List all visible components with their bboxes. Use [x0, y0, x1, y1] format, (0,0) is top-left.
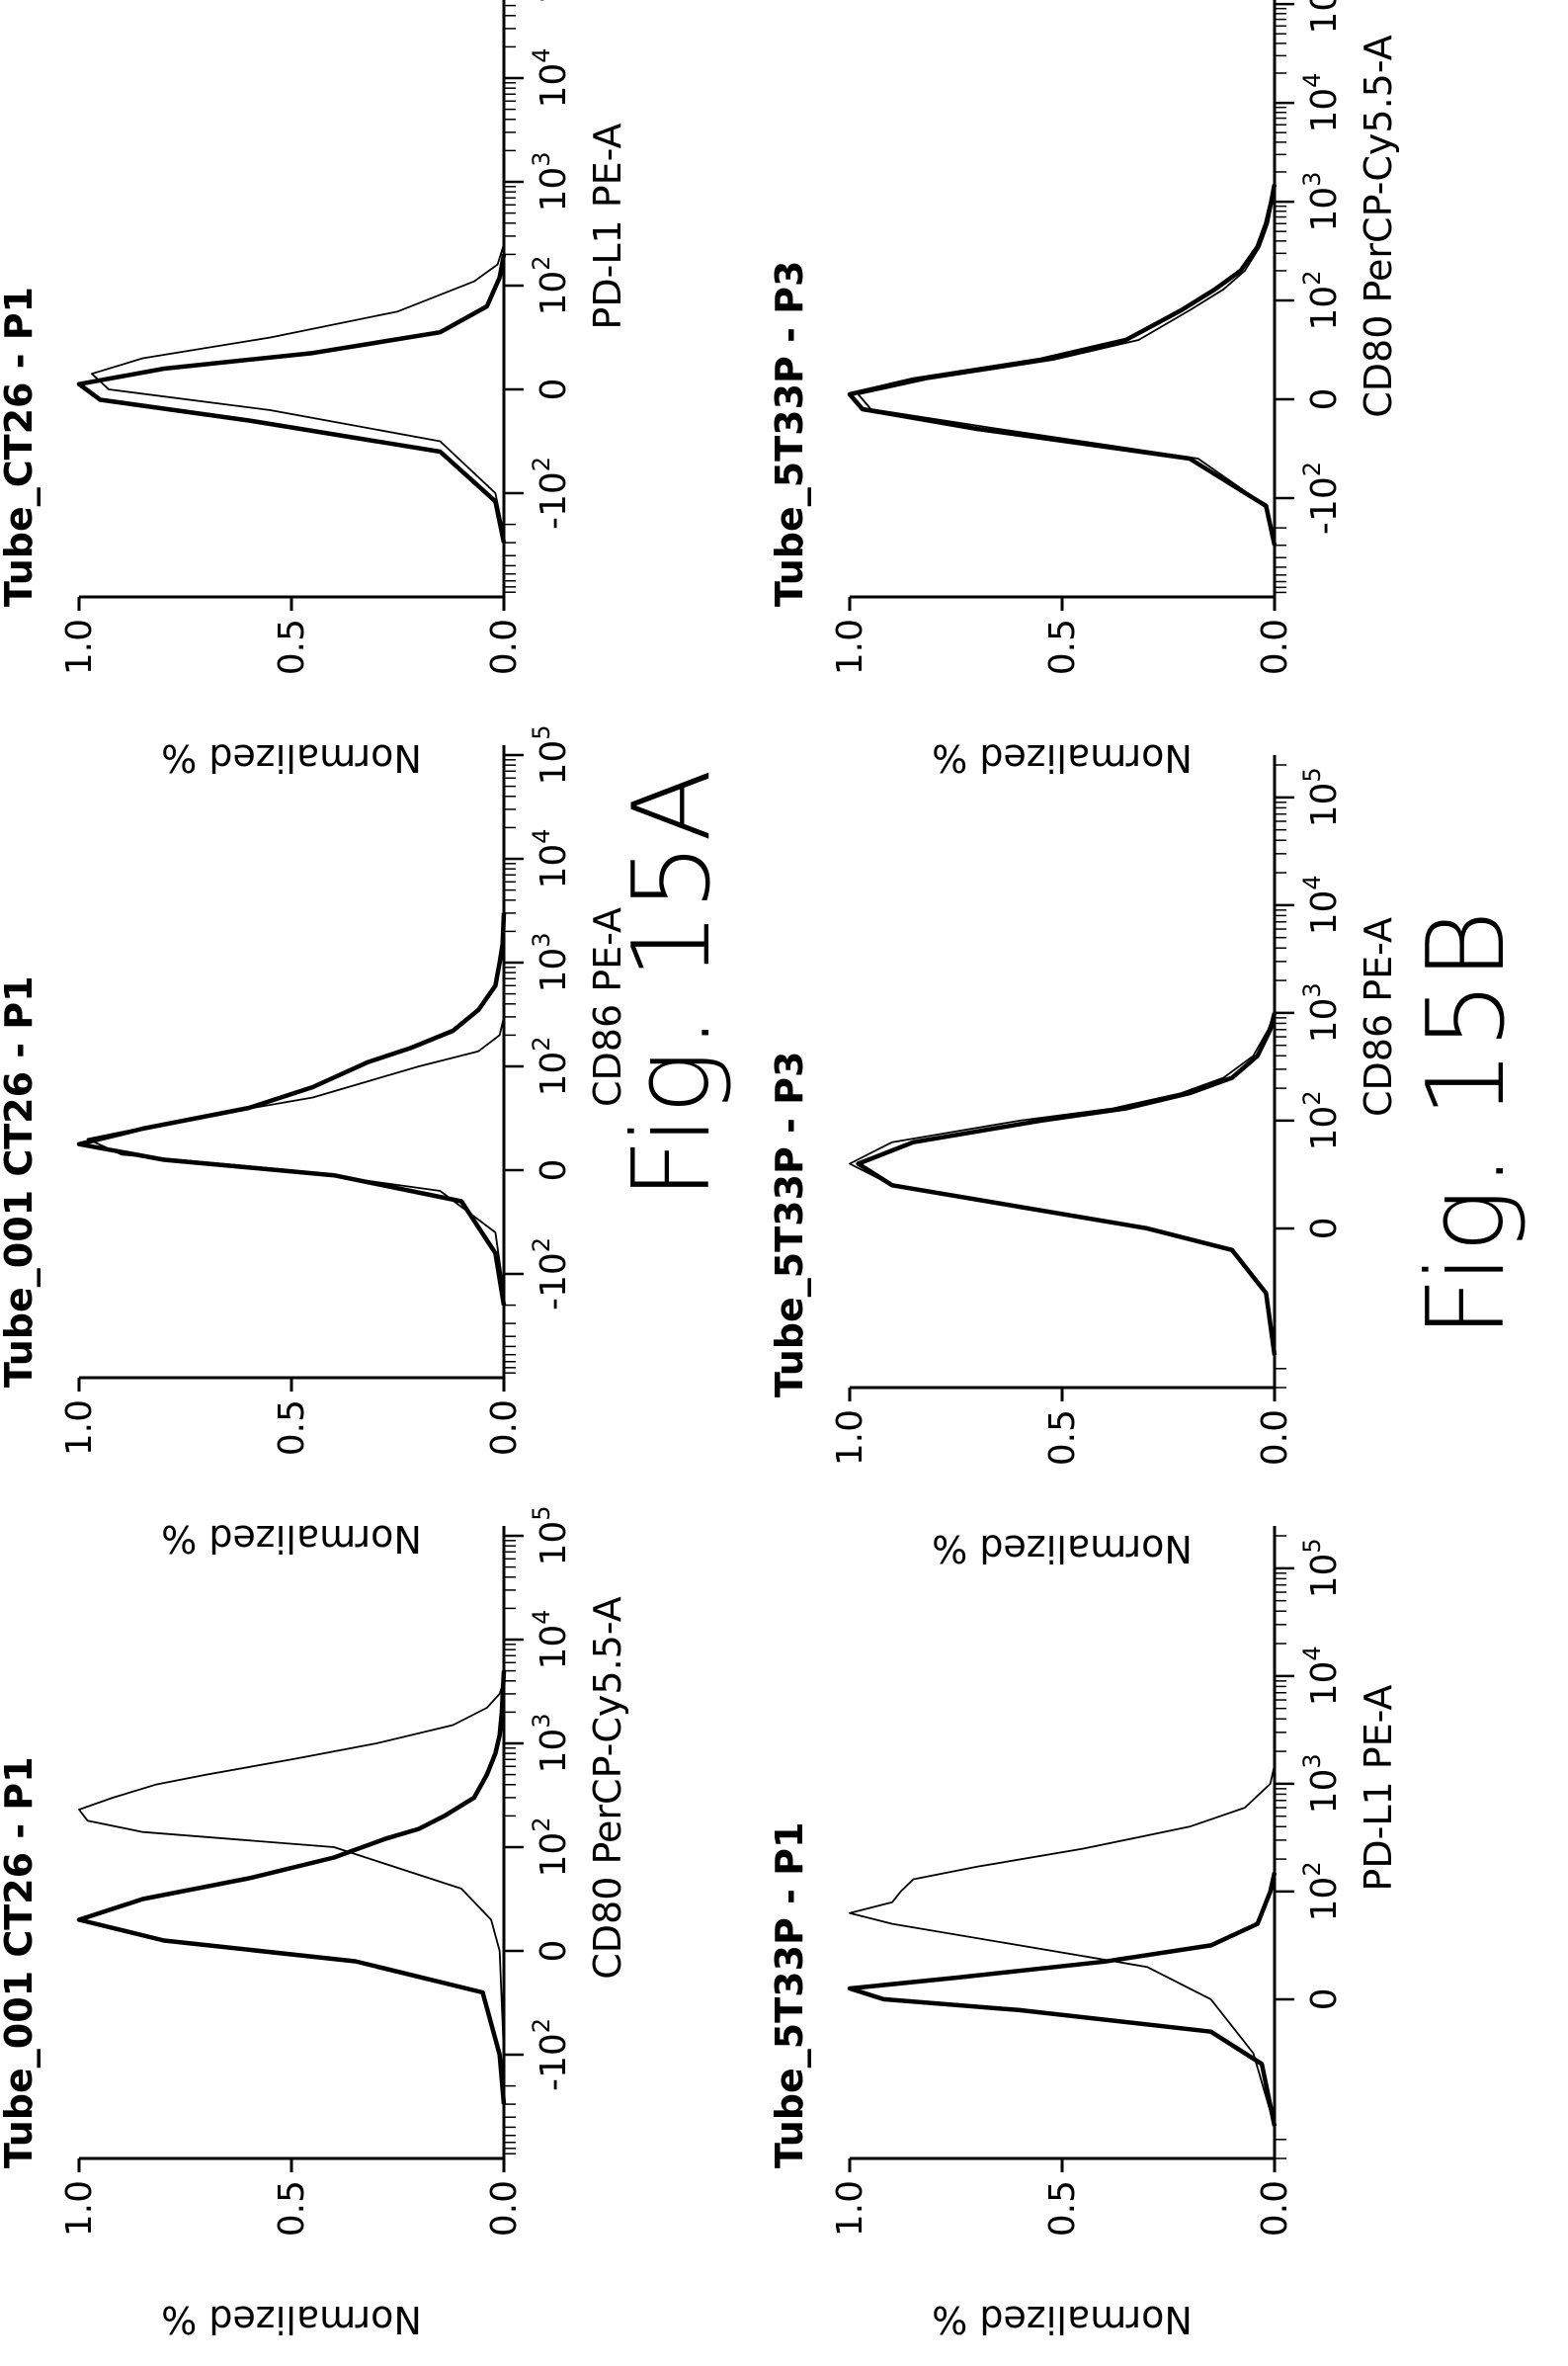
histogram-series-2	[91, 243, 505, 535]
histogram-series-1	[76, 253, 507, 544]
chart-panel-1: Tube_001 CT26 - P1 0.0 0.5 1.0 Normalized % -…	[0, 1505, 629, 2341]
histogram-series-2	[78, 1680, 505, 2056]
y-axis-label: Normalized %	[161, 1517, 422, 1561]
histogram-series-1	[847, 1872, 1278, 2127]
x-tick-label: 103	[528, 1713, 574, 1773]
x-tick-label: 0	[1304, 388, 1345, 411]
y-tick-label: 1.0	[59, 2180, 100, 2237]
y-tick-label: 0.0	[484, 619, 525, 675]
y-tick-label: 1.0	[59, 1399, 100, 1456]
x-tick-label: -102	[528, 2018, 574, 2091]
histogram-series-1	[76, 912, 507, 1306]
y-axis-label: Normalized %	[932, 736, 1193, 780]
x-axis-label: CD80 PerCP-Cy5.5-A	[1357, 35, 1400, 417]
x-tick-label: 102	[1298, 1861, 1345, 1921]
histogram-series-1	[76, 1670, 507, 2105]
x-tick-label: 103	[1298, 1753, 1345, 1814]
x-tick-label: 0	[1304, 1987, 1345, 2010]
chart-panel-4: Tube_5T33P - P1 0.0 0.5 1.0 Normalized % 0 102…	[768, 1526, 1400, 2341]
chart-panel-6: Tube_5T33P - P3 0.0 0.5 1.0 Normalized % -102…	[768, 0, 1400, 780]
chart-title: Tube_CT26 - P1	[0, 287, 41, 607]
x-axis-label: PD-L1 PE-A	[586, 123, 629, 329]
chart-title: Tube_5T33P - P3	[768, 1052, 811, 1397]
y-tick-label: 0.0	[484, 2180, 525, 2237]
x-tick-label: 105	[528, 724, 574, 785]
x-tick-label: 103	[528, 932, 574, 992]
x-tick-label: -102	[528, 457, 574, 530]
y-tick-label: 1.0	[830, 2180, 870, 2237]
y-tick-label: 0.5	[1042, 619, 1083, 675]
x-tick-label: 104	[1298, 73, 1345, 133]
x-tick-label: 105	[1298, 0, 1345, 35]
x-tick-label: 104	[528, 1609, 574, 1669]
x-tick-label: 102	[528, 255, 574, 315]
chart-title: Tube_5T33P - P1	[768, 1822, 811, 2168]
histogram-series-1	[856, 1012, 1278, 1356]
y-tick-label: 1.0	[830, 619, 870, 675]
y-tick-label: 0.5	[272, 2180, 312, 2237]
x-tick-label: 103	[1298, 172, 1345, 232]
x-tick-label: 105	[528, 1505, 574, 1565]
x-axis-label: CD86 PE-A	[1357, 917, 1400, 1117]
y-axis-label: Normalized %	[161, 2298, 422, 2341]
y-tick-label: 0.0	[1255, 1409, 1295, 1466]
chart-title: Tube_5T33P - P3	[768, 261, 811, 607]
y-tick-label: 0.5	[1042, 1409, 1083, 1466]
chart-title: Tube_001 CT26 - P1	[0, 975, 41, 1388]
chart-panel-2: Tube_001 CT26 - P1 0.0 0.5 1.0 Normalized % -…	[0, 724, 629, 1561]
x-axis-label: PD-L1 PE-A	[1357, 1684, 1400, 1891]
x-tick-label: 0	[1304, 1217, 1345, 1239]
x-axis-label: CD80 PerCP-Cy5.5-A	[586, 1596, 629, 1979]
y-axis-label: Normalized %	[932, 2298, 1193, 2341]
chart-panel-3: Tube_CT26 - P1 0.0 0.5 1.0 Normalized % -102 0…	[0, 0, 629, 780]
y-tick-label: 0.5	[1042, 2180, 1083, 2237]
x-tick-label: 104	[1298, 1646, 1345, 1706]
x-tick-label: 102	[1298, 1090, 1345, 1150]
figure-label-15b: Fig. 15B	[1405, 909, 1528, 1338]
x-axis-label: CD86 PE-A	[586, 907, 629, 1107]
x-tick-label: 102	[528, 1817, 574, 1877]
y-tick-label: 1.0	[830, 1409, 870, 1466]
x-tick-label: 104	[528, 828, 574, 888]
y-axis-label: Normalized %	[932, 1527, 1193, 1570]
y-axis-label: Normalized %	[161, 736, 422, 780]
x-tick-label: -102	[528, 1237, 574, 1310]
y-tick-label: 1.0	[59, 619, 100, 675]
histogram-series-2	[86, 1016, 505, 1293]
y-tick-label: 0.5	[272, 1399, 312, 1456]
y-tick-label: 0.0	[1255, 2180, 1295, 2237]
y-tick-label: 0.5	[272, 619, 312, 675]
y-tick-label: 0.0	[1255, 619, 1295, 675]
x-tick-label: 102	[528, 1036, 574, 1096]
histogram-series-1	[847, 184, 1278, 547]
x-tick-label: -102	[1298, 462, 1345, 535]
x-tick-label: 105	[1298, 1538, 1345, 1598]
x-tick-label: 0	[534, 1159, 574, 1182]
x-tick-label: 0	[534, 1940, 574, 1963]
figure-label-15a: Fig. 15A	[611, 767, 734, 1200]
y-tick-label: 0.0	[484, 1399, 525, 1456]
x-tick-label: 102	[1298, 271, 1345, 331]
histogram-series-2	[849, 1764, 1276, 2127]
x-tick-label: 103	[528, 151, 574, 211]
x-tick-label: 105	[528, 0, 574, 5]
chart-panel-5: Tube_5T33P - P3 0.0 0.5 1.0 Normalized % 0 102…	[768, 755, 1400, 1570]
x-tick-label: 104	[1298, 875, 1345, 935]
x-tick-label: 103	[1298, 982, 1345, 1043]
histogram-series-2	[849, 1012, 1276, 1356]
x-tick-label: 0	[534, 379, 574, 401]
x-tick-label: 105	[1298, 767, 1345, 827]
histogram-series-2	[857, 184, 1276, 546]
x-tick-label: 104	[528, 47, 574, 108]
chart-title: Tube_001 CT26 - P1	[0, 1756, 41, 2168]
